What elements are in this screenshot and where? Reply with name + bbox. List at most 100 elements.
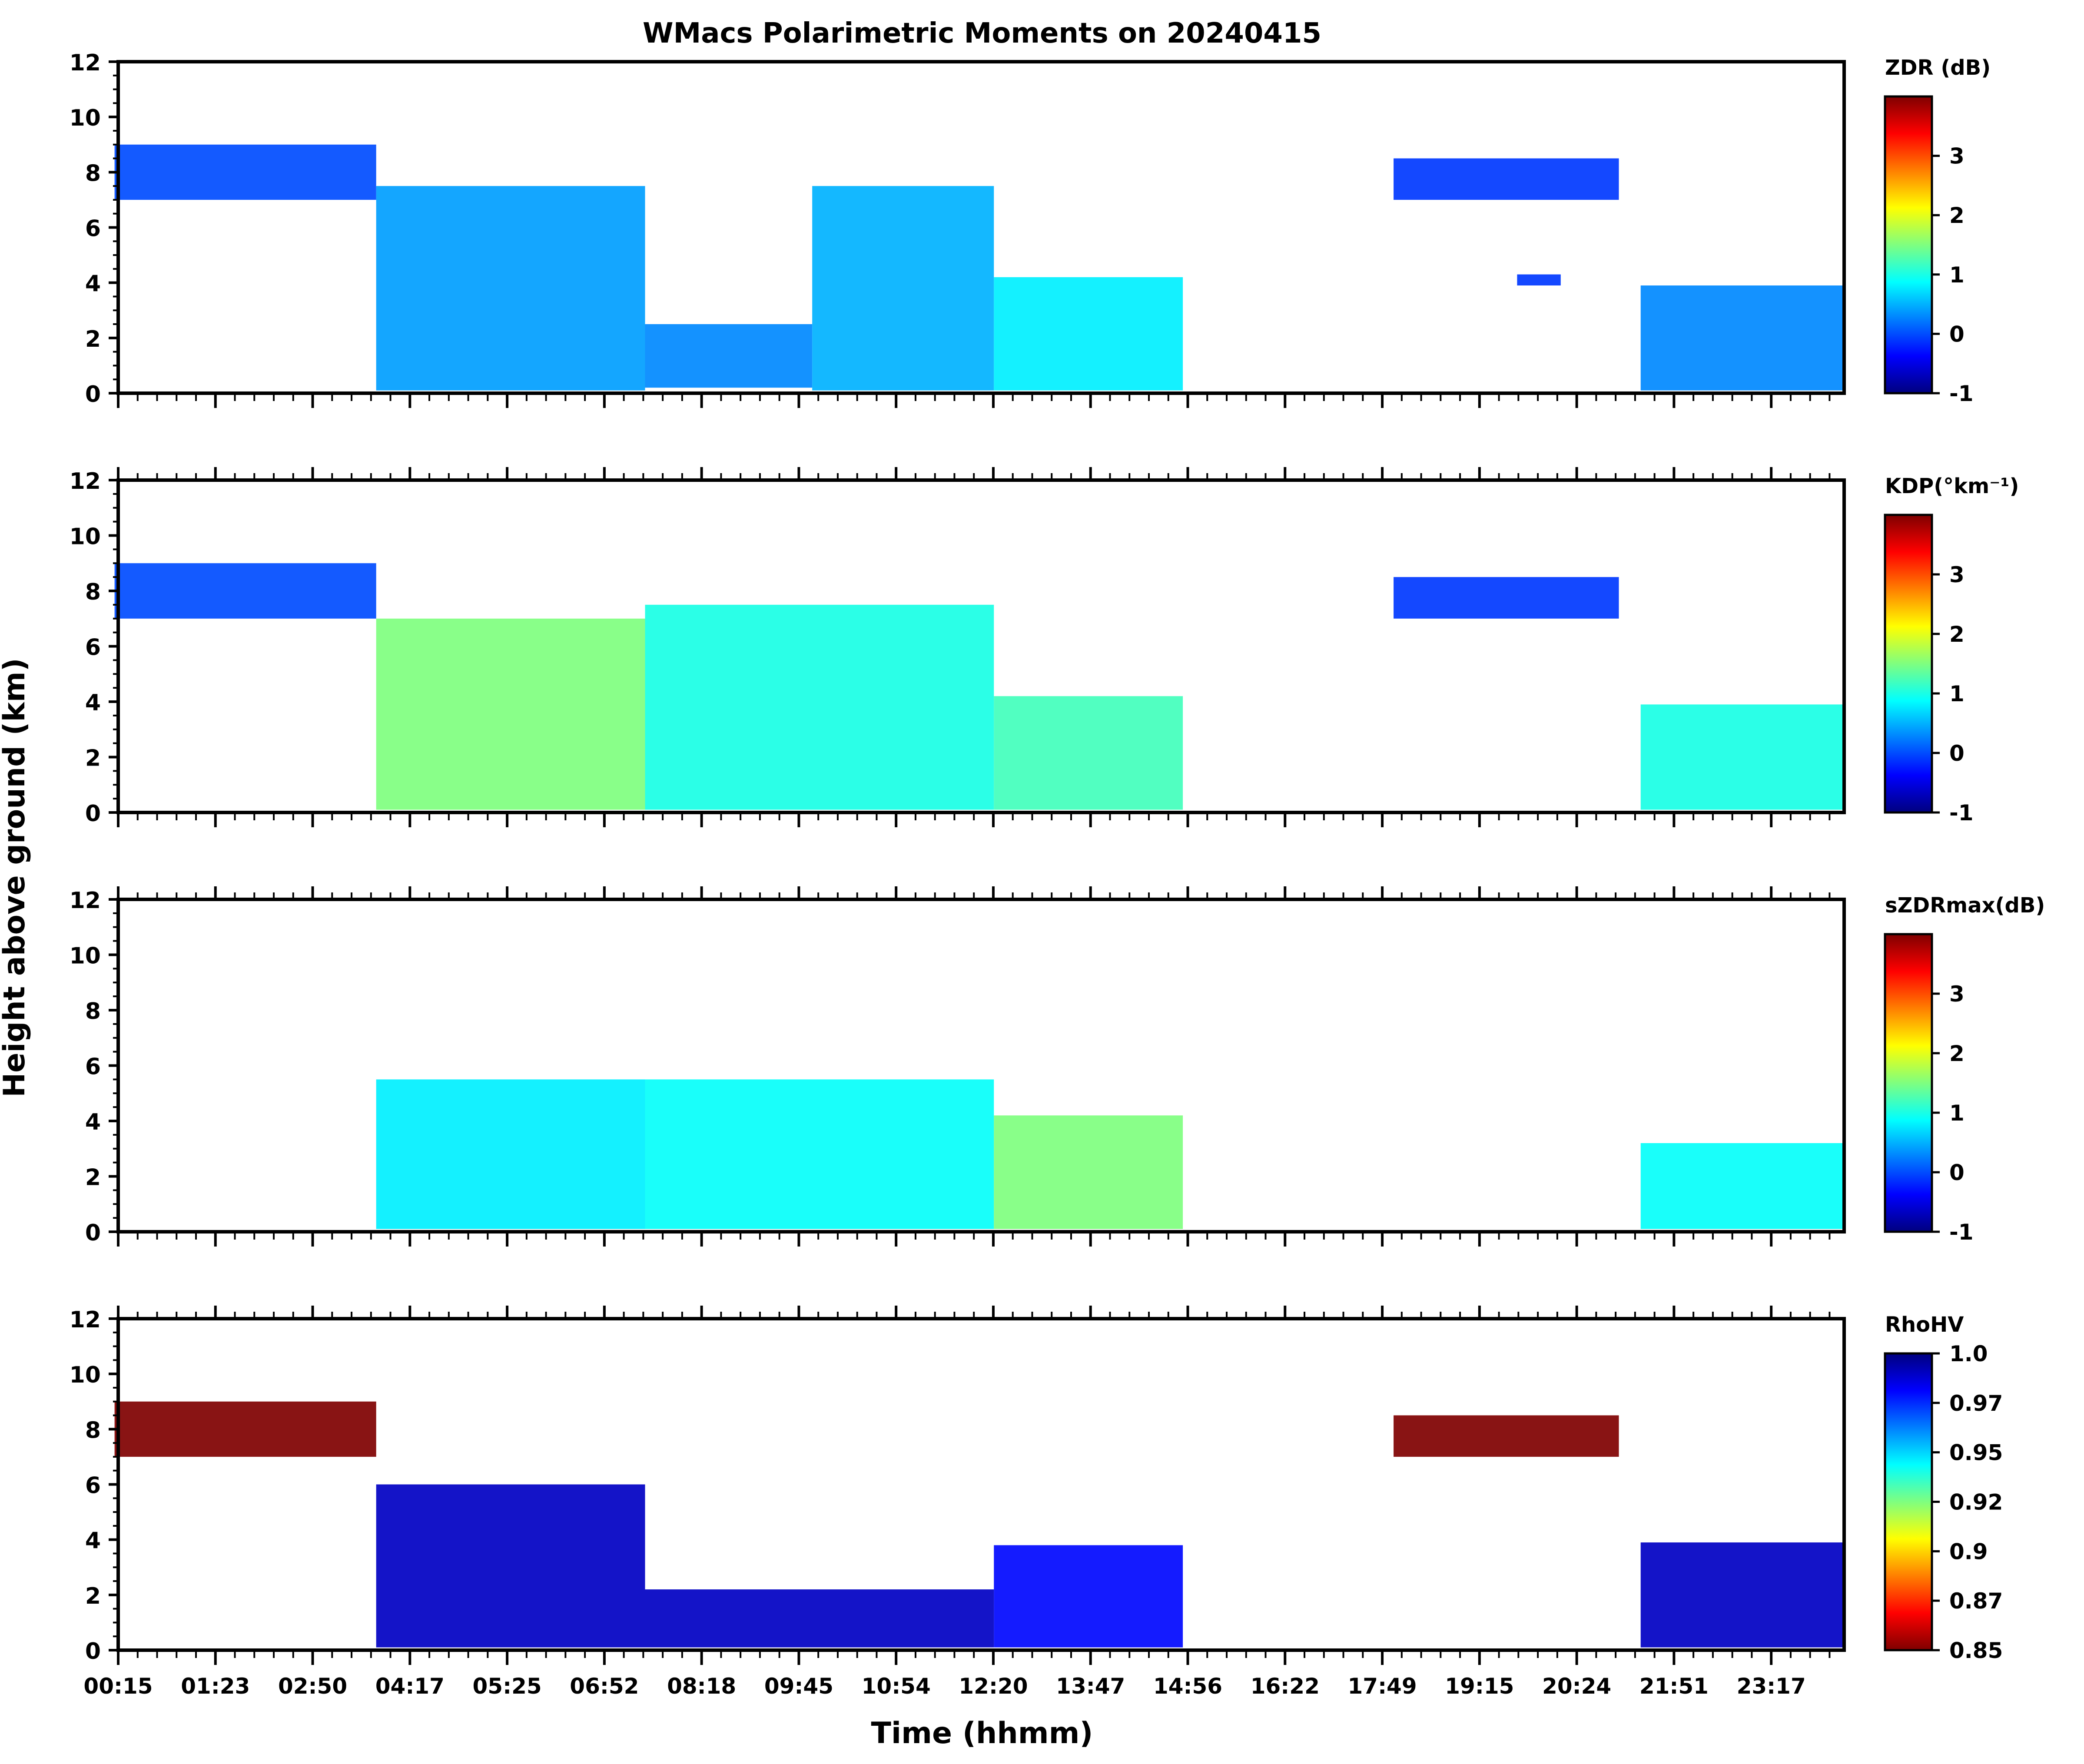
y-tick-label: 10 bbox=[70, 105, 101, 131]
x-tick-label: 06:52 bbox=[570, 1674, 639, 1699]
y-tick-label: 4 bbox=[85, 271, 101, 297]
colorbar-tick-label: -1 bbox=[1949, 381, 1974, 406]
echo-region-5 bbox=[1394, 1415, 1619, 1457]
y-axis-label: Height above ground (km) bbox=[0, 658, 32, 1097]
y-tick-label: 4 bbox=[85, 690, 101, 716]
colorbar-tick-label: 0.9 bbox=[1949, 1539, 1988, 1564]
echo-region-1 bbox=[114, 1401, 376, 1457]
y-tick-label: 12 bbox=[70, 50, 101, 76]
colorbar bbox=[1885, 96, 1932, 393]
y-tick-label: 12 bbox=[70, 1307, 101, 1333]
colorbar-tick-label: -1 bbox=[1949, 1220, 1974, 1245]
y-tick-label: 8 bbox=[85, 1417, 101, 1443]
y-tick-label: 0 bbox=[85, 801, 101, 827]
colorbar bbox=[1885, 1353, 1932, 1650]
x-tick-label: 21:51 bbox=[1639, 1674, 1709, 1699]
y-tick-label: 4 bbox=[85, 1528, 101, 1554]
y-tick-label: 6 bbox=[85, 216, 101, 242]
echo-region-3 bbox=[645, 604, 994, 810]
echo-region-6 bbox=[1640, 1542, 1844, 1648]
colorbar bbox=[1885, 934, 1932, 1232]
colorbar-tick-label: 0.92 bbox=[1949, 1490, 2003, 1515]
echo-region-8 bbox=[1640, 285, 1844, 391]
colorbar-tick-label: 0.87 bbox=[1949, 1588, 2003, 1614]
echo-region-3 bbox=[645, 324, 813, 388]
colorbar-frame bbox=[1884, 933, 1933, 1233]
x-tick-label: 09:45 bbox=[764, 1674, 833, 1699]
colorbar-tick-label: 0 bbox=[1949, 1160, 1965, 1185]
y-tick-label: 0 bbox=[85, 1220, 101, 1246]
colorbar-label: KDP(°km⁻¹) bbox=[1885, 474, 2019, 498]
y-tick-label: 0 bbox=[85, 1638, 101, 1665]
echo-region-2 bbox=[645, 1079, 994, 1229]
colorbar-tick-label: 1 bbox=[1949, 1101, 1965, 1126]
x-tick-label: 10:54 bbox=[862, 1674, 931, 1699]
colorbar-tick-label: 3 bbox=[1949, 562, 1965, 587]
colorbar-frame bbox=[1884, 95, 1933, 395]
colorbar-tick-label: 0 bbox=[1949, 741, 1965, 766]
y-tick-label: 2 bbox=[85, 1583, 101, 1609]
echo-region-4 bbox=[994, 1545, 1183, 1648]
echo-region-6 bbox=[1394, 158, 1619, 200]
colorbar-tick-label: 1.0 bbox=[1949, 1341, 1988, 1366]
echo-region-3 bbox=[994, 1115, 1183, 1229]
echo-region-3 bbox=[645, 1589, 994, 1648]
colorbar-tick-label: 2 bbox=[1949, 203, 1965, 228]
echo-region-2 bbox=[376, 618, 645, 810]
y-tick-label: 2 bbox=[85, 1165, 101, 1191]
colorbar-tick-label: -1 bbox=[1949, 800, 1974, 826]
colorbar-label: ZDR (dB) bbox=[1885, 56, 1991, 80]
x-tick-label: 16:22 bbox=[1251, 1674, 1320, 1699]
colorbar-tick-label: 1 bbox=[1949, 681, 1965, 706]
y-tick-label: 12 bbox=[70, 468, 101, 494]
echo-region-2 bbox=[376, 186, 645, 391]
echo-region-2 bbox=[376, 1484, 645, 1648]
echo-region-1 bbox=[114, 563, 376, 619]
y-tick-label: 10 bbox=[70, 1362, 101, 1388]
x-tick-label: 04:17 bbox=[375, 1674, 445, 1699]
echo-region-6 bbox=[1640, 704, 1844, 810]
y-tick-label: 6 bbox=[85, 1054, 101, 1080]
colorbar bbox=[1885, 515, 1932, 812]
colorbar-tick-label: 3 bbox=[1949, 981, 1965, 1007]
x-tick-label: 02:50 bbox=[278, 1674, 347, 1699]
x-tick-label: 13:47 bbox=[1056, 1674, 1125, 1699]
y-tick-label: 8 bbox=[85, 579, 101, 605]
colorbar-tick-label: 0.85 bbox=[1949, 1638, 2003, 1663]
x-tick-label: 00:15 bbox=[83, 1674, 153, 1699]
x-tick-label: 12:20 bbox=[959, 1674, 1028, 1699]
x-tick-label: 20:24 bbox=[1542, 1674, 1611, 1699]
figure-title: WMacs Polarimetric Moments on 20240415 bbox=[643, 17, 1321, 50]
echo-region-1 bbox=[376, 1079, 645, 1229]
colorbar-tick-label: 0.95 bbox=[1949, 1440, 2003, 1466]
y-tick-label: 8 bbox=[85, 998, 101, 1025]
y-tick-label: 4 bbox=[85, 1109, 101, 1135]
echo-region-4 bbox=[994, 696, 1183, 810]
y-tick-label: 10 bbox=[70, 943, 101, 969]
echo-region-1 bbox=[114, 144, 376, 200]
x-tick-label: 01:23 bbox=[181, 1674, 250, 1699]
y-tick-label: 8 bbox=[85, 160, 101, 186]
colorbar-label: sZDRmax(dB) bbox=[1885, 893, 2045, 918]
x-axis-label: Time (hhmm) bbox=[871, 1716, 1093, 1751]
colorbar-frame bbox=[1884, 514, 1933, 814]
echo-region-5 bbox=[1394, 577, 1619, 619]
colorbar-tick-label: 0.97 bbox=[1949, 1391, 2003, 1416]
y-tick-label: 6 bbox=[85, 635, 101, 661]
x-tick-label: 17:49 bbox=[1347, 1674, 1417, 1699]
x-tick-label: 05:25 bbox=[473, 1674, 542, 1699]
colorbar-tick-label: 3 bbox=[1949, 144, 1965, 169]
x-tick-label: 14:56 bbox=[1153, 1674, 1222, 1699]
echo-region-4 bbox=[812, 186, 994, 391]
colorbar-tick-label: 2 bbox=[1949, 622, 1965, 647]
y-tick-label: 12 bbox=[70, 888, 101, 914]
y-tick-label: 2 bbox=[85, 746, 101, 772]
echo-region-4 bbox=[1640, 1143, 1844, 1229]
x-tick-label: 19:15 bbox=[1445, 1674, 1514, 1699]
